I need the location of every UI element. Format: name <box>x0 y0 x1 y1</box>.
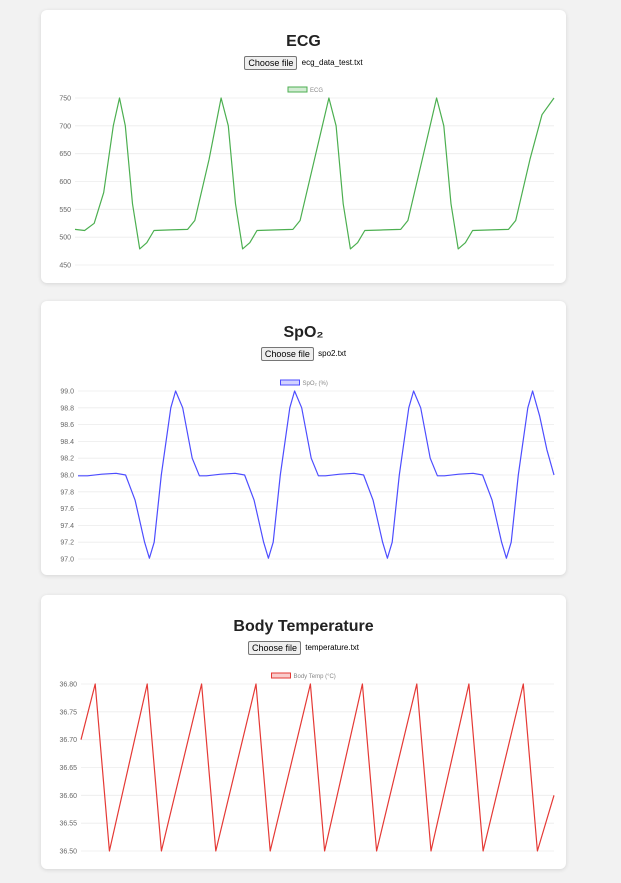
y-tick-label: 36.55 <box>59 821 77 828</box>
ecg-card: ECG Choose file ecg_data_test.txt 750 700… <box>41 10 566 283</box>
y-tick-label: 36.60 <box>59 793 77 800</box>
spo2-file-picker: Choose file spo2.txt <box>41 347 566 361</box>
y-tick-label: 700 <box>59 123 71 130</box>
legend-swatch <box>287 86 308 93</box>
temp-card: Body Temperature Choose file temperature… <box>41 595 566 869</box>
spo2-chart: 99.0 98.8 98.6 98.4 98.2 98.0 97.8 97.6 97.4 97.2… <box>60 379 555 564</box>
y-tick-label: 36.75 <box>59 709 77 716</box>
legend-label: ECG <box>310 88 323 94</box>
ecg-series-line <box>74 97 555 250</box>
spo2-card: SpO₂ Choose file spo2.txt 99.0 98.8 98.6 98… <box>41 301 566 575</box>
ecg-chart: 750 700 650 600 550 500 450 ECG <box>59 86 555 270</box>
y-tick-label: 98.2 <box>60 456 74 463</box>
ecg-choose-file-button[interactable]: Choose file <box>244 56 298 70</box>
ecg-title: ECG <box>286 33 321 50</box>
legend-swatch <box>271 672 291 679</box>
y-tick-label: 97.4 <box>60 523 74 530</box>
legend-label: SpO₂ (%) <box>303 381 328 387</box>
y-tick-label: 99.0 <box>60 389 74 396</box>
temp-chart: 36.80 36.75 36.70 36.65 36.60 36.55 36.50 Body … <box>59 672 555 856</box>
y-tick-label: 98.6 <box>60 422 74 429</box>
y-tick-label: 450 <box>59 263 71 270</box>
y-tick-label: 98.4 <box>60 439 74 446</box>
temp-title: Body Temperature <box>233 618 374 635</box>
y-tick-label: 36.80 <box>59 682 77 689</box>
y-tick-label: 600 <box>59 179 71 186</box>
y-tick-label: 36.65 <box>59 765 77 772</box>
ecg-file-name: ecg_data_test.txt <box>301 58 363 67</box>
y-tick-label: 97.0 <box>60 557 74 564</box>
y-tick-label: 500 <box>59 235 71 242</box>
y-tick-label: 36.50 <box>59 849 77 856</box>
y-tick-label: 550 <box>59 207 71 214</box>
y-tick-label: 750 <box>59 96 71 103</box>
temp-file-name: temperature.txt <box>305 643 360 652</box>
temp-choose-file-button[interactable]: Choose file <box>247 641 301 655</box>
y-tick-label: 650 <box>59 151 71 158</box>
legend-label: Body Temp (°C) <box>294 674 336 680</box>
spo2-series-line <box>78 390 555 559</box>
y-tick-label: 36.70 <box>59 737 77 744</box>
y-tick-label: 97.2 <box>60 540 74 547</box>
y-tick-label: 98.0 <box>60 473 74 480</box>
temp-file-picker: Choose file temperature.txt <box>41 641 566 655</box>
legend-swatch <box>280 379 300 386</box>
y-tick-label: 97.8 <box>60 489 74 496</box>
spo2-file-name: spo2.txt <box>318 349 347 358</box>
spo2-title: SpO₂ <box>283 324 324 341</box>
y-tick-label: 97.6 <box>60 506 74 513</box>
y-tick-label: 98.8 <box>60 405 74 412</box>
temp-series-line <box>80 683 555 852</box>
ecg-file-picker: Choose file ecg_data_test.txt <box>41 56 566 70</box>
spo2-choose-file-button[interactable]: Choose file <box>260 347 314 361</box>
